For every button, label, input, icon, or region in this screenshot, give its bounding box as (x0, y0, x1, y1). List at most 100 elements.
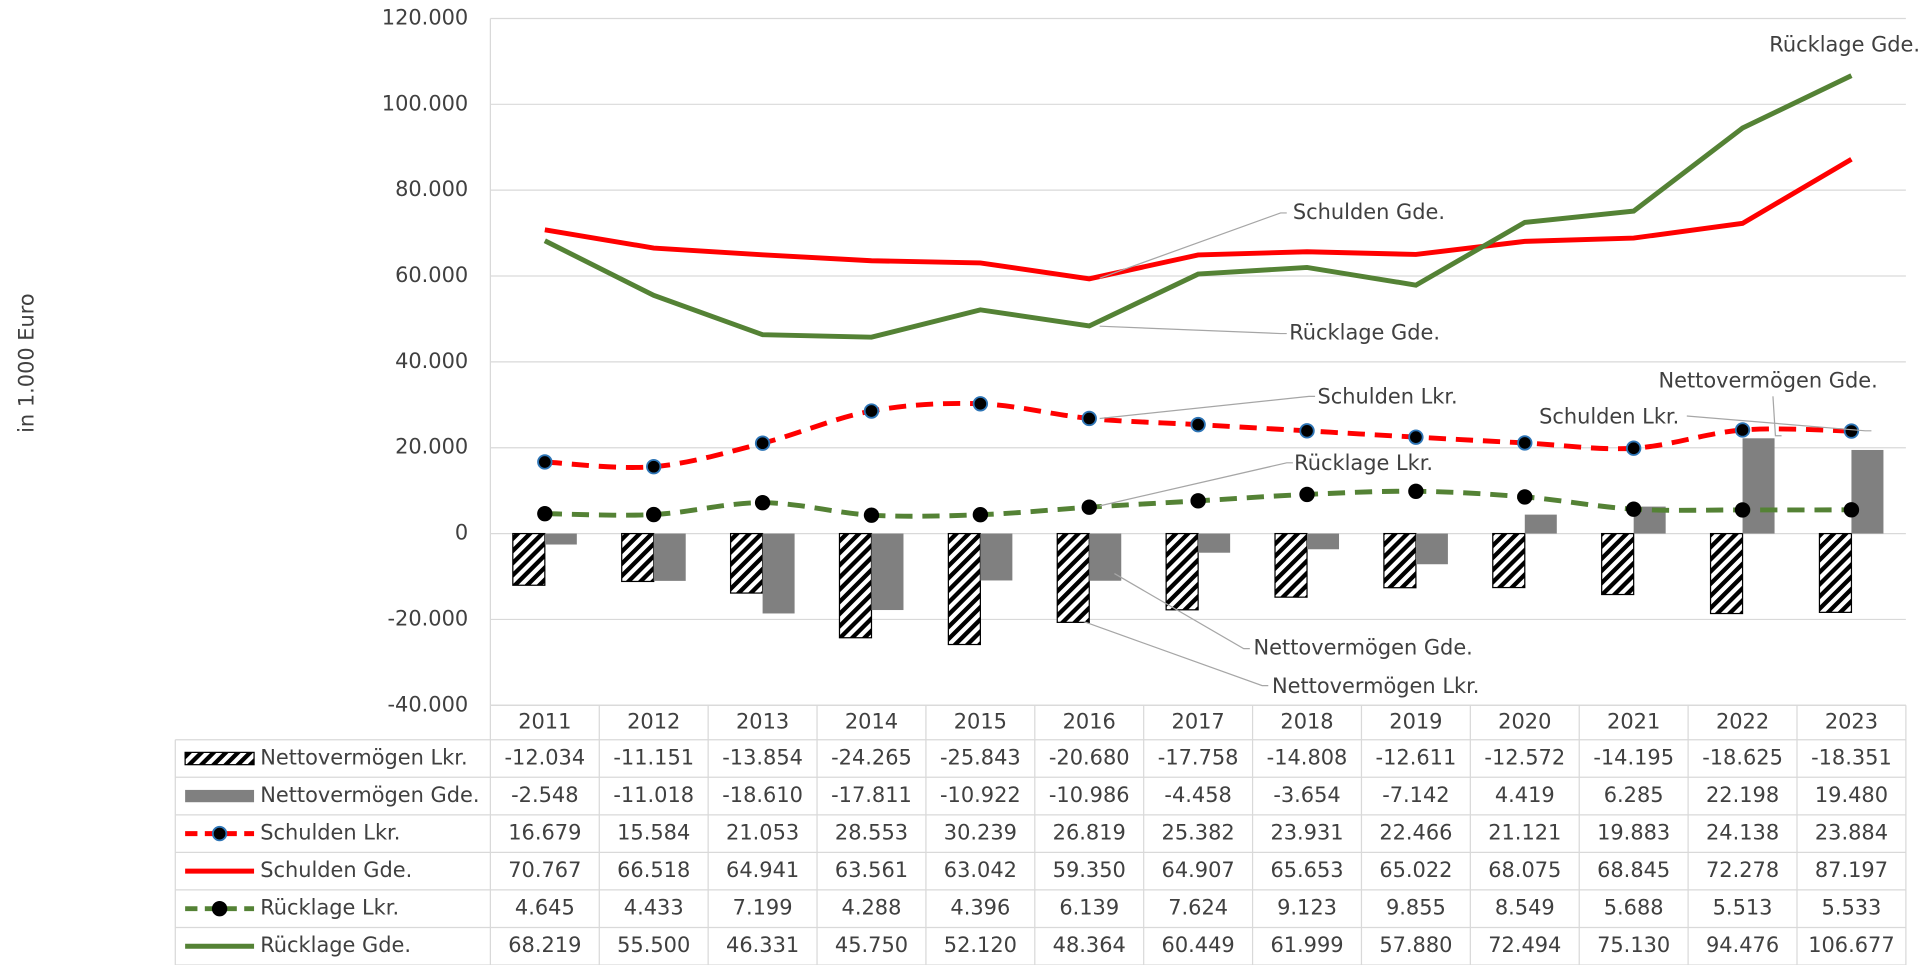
marker (754, 435, 771, 451)
table-cell: 24.138 (1706, 821, 1779, 845)
table-cell: 8.549 (1495, 896, 1555, 920)
y-tick-label: 100.000 (382, 91, 468, 115)
table-cell: 30.239 (944, 821, 1017, 845)
table-cell: 16.679 (508, 821, 581, 845)
table-cell: 55.500 (617, 933, 690, 957)
table-cell: 22.198 (1706, 783, 1779, 807)
marker (1734, 422, 1751, 438)
leader-line (1099, 462, 1293, 507)
table-cell: -18.610 (722, 783, 803, 807)
bar (1165, 532, 1199, 611)
marker (863, 507, 880, 523)
y-axis-label: in 1.000 Euro (15, 293, 39, 433)
x-tick-label: 2014 (845, 710, 898, 734)
table-cell: 19.883 (1597, 821, 1670, 845)
x-tick-label: 2022 (1716, 710, 1769, 734)
bar (653, 533, 686, 581)
bar (729, 532, 764, 594)
table-cell: 75.130 (1597, 933, 1670, 957)
legend-label: Schulden Gde. (260, 858, 412, 882)
marker (1843, 502, 1860, 518)
table-cell: -2.548 (511, 783, 578, 807)
x-tick-label: 2020 (1498, 710, 1551, 734)
table-cell: 7.624 (1168, 896, 1228, 920)
table-cell: -3.654 (1273, 783, 1340, 807)
table-cell: 57.880 (1379, 933, 1452, 957)
x-tick-label: 2015 (954, 710, 1007, 734)
bar (1601, 532, 1635, 596)
annotation: Nettovermögen Gde. (1254, 636, 1473, 660)
x-tick-label: 2019 (1389, 710, 1442, 734)
table-cell: 21.121 (1488, 821, 1561, 845)
bar (947, 532, 981, 646)
marker (537, 505, 553, 522)
bar (762, 533, 795, 614)
legend-key (185, 789, 255, 803)
y-tick-label: 0 (455, 521, 468, 545)
bar (980, 533, 1013, 581)
legend-label: Schulden Lkr. (260, 821, 400, 845)
leader-line (1099, 212, 1287, 279)
table-cell: 87.197 (1815, 858, 1888, 882)
table-cell: 4.433 (624, 896, 684, 920)
marker (1408, 483, 1424, 499)
bar (1818, 532, 1853, 613)
leader-line (1099, 325, 1287, 335)
bar (871, 533, 904, 611)
table-cell: -14.808 (1267, 746, 1348, 770)
marker (1408, 429, 1424, 445)
legend-key (184, 751, 255, 766)
table-cell: 48.364 (1053, 933, 1126, 957)
table-cell: 22.466 (1379, 821, 1452, 845)
y-tick-label: -40.000 (388, 692, 469, 716)
bar (1742, 438, 1775, 534)
x-tick-label: 2012 (627, 710, 680, 734)
annotation: Nettovermögen Gde. (1658, 369, 1877, 393)
table-cell: 60.449 (1162, 933, 1235, 957)
bar (838, 532, 873, 639)
legend-label: Rücklage Gde. (260, 933, 411, 957)
bar (544, 533, 577, 545)
table-cell: 106.677 (1808, 933, 1894, 957)
table-cell: 64.907 (1162, 858, 1235, 882)
marker (754, 494, 771, 511)
marker (1843, 423, 1860, 439)
table-cell: 94.476 (1706, 933, 1779, 957)
marker (1081, 499, 1097, 515)
table-cell: 26.819 (1053, 821, 1126, 845)
table-cell: -10.986 (1049, 783, 1130, 807)
leader-line (1772, 396, 1782, 437)
table-cell: 52.120 (944, 933, 1017, 957)
y-tick-label: 80.000 (395, 177, 468, 201)
legend-label: Nettovermögen Gde. (260, 783, 479, 807)
table-cell: 70.767 (508, 858, 581, 882)
table-cell: 15.584 (617, 821, 690, 845)
legend-key (211, 900, 228, 917)
table-cell: 65.022 (1379, 858, 1452, 882)
table-cell: 4.288 (842, 896, 902, 920)
table-cell: -7.142 (1382, 783, 1449, 807)
table-cell: -25.843 (940, 746, 1021, 770)
legend-label: Nettovermögen Lkr. (260, 746, 467, 770)
table-cell: -12.572 (1484, 746, 1565, 770)
x-tick-label: 2023 (1825, 710, 1878, 734)
table-cell: -11.151 (613, 746, 694, 770)
table-cell: -18.625 (1702, 746, 1783, 770)
table-cell: 68.075 (1488, 858, 1561, 882)
table-cell: 64.941 (726, 858, 799, 882)
table-cell: 5.513 (1713, 896, 1773, 920)
bar (1383, 532, 1417, 589)
x-tick-label: 2011 (518, 710, 571, 734)
table-cell: 65.653 (1270, 858, 1343, 882)
table-cell: 7.199 (733, 896, 793, 920)
table-cell: 68.219 (508, 933, 581, 957)
y-tick-label: 60.000 (395, 263, 468, 287)
y-tick-label: 120.000 (382, 5, 468, 29)
x-tick-label: 2017 (1172, 710, 1225, 734)
bar (1524, 514, 1557, 534)
table-cell: -17.811 (831, 783, 912, 807)
marker (1299, 486, 1315, 503)
table-cell: 45.750 (835, 933, 908, 957)
bar (1492, 532, 1526, 589)
marker (537, 454, 553, 470)
